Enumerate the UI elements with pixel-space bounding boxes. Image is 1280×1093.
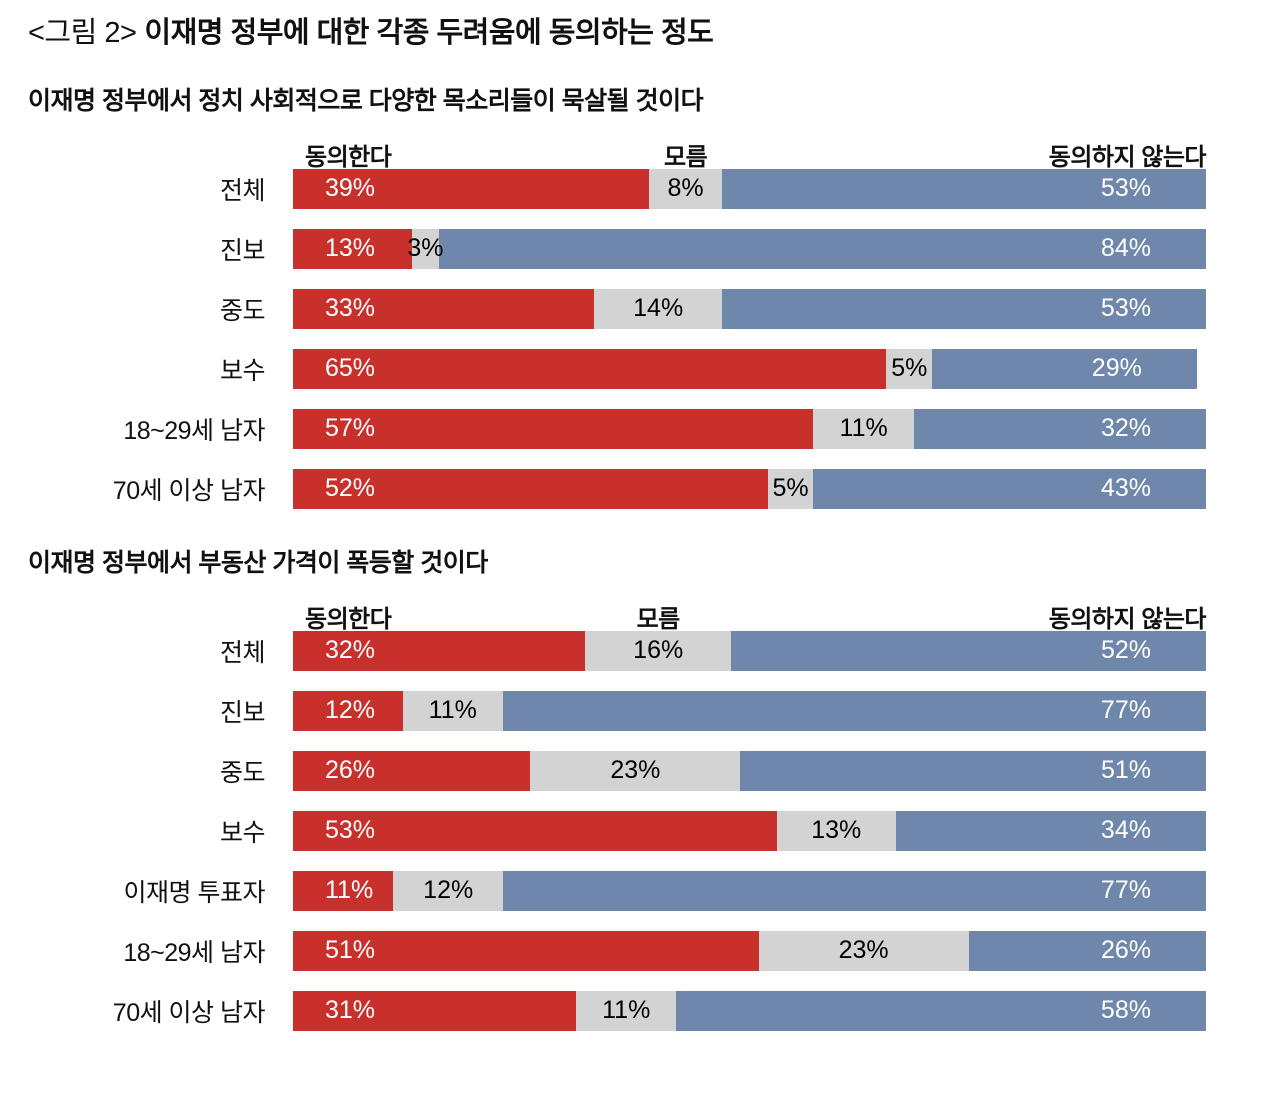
bar-row: 18~29세 남자 57% 11% 32% xyxy=(28,408,1206,449)
stacked-bar-chart: 동의한다 모름 동의하지 않는다 전체 32% 16% 52% 진보 12% 11% 77% 중도 26… xyxy=(28,599,1207,1031)
chart-section-2: 이재명 정부에서 부동산 가격이 폭등할 것이다 동의한다 모름 동의하지 않는다 전… xyxy=(28,543,1207,1031)
bar-segment-agree: 65% xyxy=(293,348,887,389)
bar-segment-unknown: 16% xyxy=(585,630,732,671)
bar-row: 진보 13% 3% 84% xyxy=(28,228,1206,269)
bar-segment-disagree: 32% xyxy=(913,408,1206,449)
bar-segment-unknown: 12% xyxy=(393,870,503,911)
chart-section-1: 이재명 정부에서 정치 사회적으로 다양한 목소리들이 묵살될 것이다 동의한다… xyxy=(28,81,1207,509)
bar-row: 보수 53% 13% 34% xyxy=(28,810,1206,851)
bar-segment-unknown: 5% xyxy=(767,468,814,509)
bar-segment-unknown: 23% xyxy=(758,930,969,971)
bar-track: 26% 23% 51% xyxy=(293,750,1206,791)
bar-track: 11% 12% 77% xyxy=(293,870,1206,911)
chart-subtitle: 이재명 정부에서 부동산 가격이 폭등할 것이다 xyxy=(28,548,488,577)
figure-title-text: 이재명 정부에 대한 각종 두려움에 동의하는 정도 xyxy=(144,17,714,49)
bar-track: 33% 14% 53% xyxy=(293,288,1206,329)
bar-row: 중도 33% 14% 53% xyxy=(28,288,1206,329)
bar-segment-agree: 52% xyxy=(293,468,768,509)
bar-track: 52% 5% 43% xyxy=(293,468,1206,509)
category-label: 18~29세 남자 xyxy=(123,938,265,967)
bar-track: 57% 11% 32% xyxy=(293,408,1206,449)
bar-segment-unknown: 8% xyxy=(649,168,723,209)
bar-segment-disagree: 84% xyxy=(439,228,1206,269)
bar-track: 53% 13% 34% xyxy=(293,810,1206,851)
bar-segment-disagree: 26% xyxy=(968,930,1206,971)
figure-title: <그림 2> 이재명 정부에 대한 각종 두려움에 동의하는 정도 xyxy=(28,16,1206,51)
figure-page: <그림 2> 이재명 정부에 대한 각종 두려움에 동의하는 정도 이재명 정부에… xyxy=(28,16,1207,1031)
bar-row: 보수 65% 5% 29% xyxy=(28,348,1206,389)
legend-disagree-label: 동의하지 않는다 xyxy=(1048,143,1207,171)
category-label: 70세 이상 남자 xyxy=(112,476,266,505)
bar-segment-unknown: 14% xyxy=(594,288,723,329)
bar-row: 70세 이상 남자 52% 5% 43% xyxy=(28,468,1206,509)
legend-agree-label: 동의한다 xyxy=(305,143,392,171)
category-label: 이재명 투표자 xyxy=(123,878,266,907)
bar-segment-unknown: 3% xyxy=(407,228,443,269)
bar-segment-agree: 39% xyxy=(293,168,650,209)
bar-segment-unknown: 11% xyxy=(576,990,677,1031)
bar-segment-agree: 53% xyxy=(293,810,777,851)
bar-track: 31% 11% 58% xyxy=(293,990,1206,1031)
bar-segment-disagree: 58% xyxy=(676,990,1206,1031)
chart-subtitle: 이재명 정부에서 정치 사회적으로 다양한 목소리들이 묵살될 것이다 xyxy=(28,86,704,115)
category-label: 18~29세 남자 xyxy=(123,416,265,445)
bar-segment-disagree: 43% xyxy=(813,468,1206,509)
bar-segment-agree: 12% xyxy=(293,690,403,731)
bar-segment-agree: 31% xyxy=(293,990,577,1031)
bar-track: 65% 5% 29% xyxy=(293,348,1206,389)
bar-segment-agree: 51% xyxy=(293,930,759,971)
bar-row: 진보 12% 11% 77% xyxy=(28,690,1206,731)
bar-segment-agree: 57% xyxy=(293,408,814,449)
bar-segment-agree: 13% xyxy=(293,228,412,269)
bar-segment-unknown: 11% xyxy=(402,690,503,731)
category-label: 전체 xyxy=(219,176,266,205)
stacked-bar-chart: 동의한다 모름 동의하지 않는다 전체 39% 8% 53% 진보 13% 3% 84% 중도 33% 1… xyxy=(28,137,1207,509)
bar-segment-disagree: 77% xyxy=(502,690,1206,731)
figure-number: <그림 2> xyxy=(28,17,137,49)
bar-segment-disagree: 51% xyxy=(740,750,1206,791)
bar-row: 전체 39% 8% 53% xyxy=(28,168,1206,209)
bar-track: 12% 11% 77% xyxy=(293,690,1206,731)
bar-track: 39% 8% 53% xyxy=(293,168,1206,209)
category-label: 진보 xyxy=(219,698,266,727)
bar-row: 70세 이상 남자 31% 11% 58% xyxy=(28,990,1206,1031)
bar-segment-agree: 33% xyxy=(293,288,595,329)
legend-row: 동의한다 모름 동의하지 않는다 xyxy=(293,599,1207,633)
bar-segment-unknown: 5% xyxy=(886,348,933,389)
bar-row: 전체 32% 16% 52% xyxy=(28,630,1206,671)
bar-row: 중도 26% 23% 51% xyxy=(28,750,1206,791)
bar-segment-disagree: 53% xyxy=(722,288,1206,329)
bar-row: 18~29세 남자 51% 23% 26% xyxy=(28,930,1206,971)
category-label: 중도 xyxy=(219,296,266,325)
bar-segment-unknown: 23% xyxy=(530,750,741,791)
bar-segment-unknown: 13% xyxy=(776,810,896,851)
bar-row: 이재명 투표자 11% 12% 77% xyxy=(28,870,1206,911)
category-label: 70세 이상 남자 xyxy=(112,998,266,1027)
category-label: 진보 xyxy=(219,236,266,265)
legend-disagree-label: 동의하지 않는다 xyxy=(1048,605,1207,633)
bar-segment-disagree: 53% xyxy=(722,168,1206,209)
bar-segment-agree: 11% xyxy=(293,870,394,911)
category-label: 중도 xyxy=(219,758,266,787)
bar-segment-disagree: 29% xyxy=(932,348,1197,389)
bar-segment-disagree: 77% xyxy=(502,870,1206,911)
bar-track: 32% 16% 52% xyxy=(293,630,1206,671)
bar-segment-disagree: 34% xyxy=(895,810,1206,851)
category-label: 전체 xyxy=(219,638,266,667)
bar-segment-agree: 32% xyxy=(293,630,586,671)
legend-unknown-label: 모름 xyxy=(663,143,708,171)
bar-segment-agree: 26% xyxy=(293,750,531,791)
bar-track: 13% 3% 84% xyxy=(293,228,1206,269)
legend-unknown-label: 모름 xyxy=(636,605,681,633)
category-label: 보수 xyxy=(219,818,266,847)
legend-agree-label: 동의한다 xyxy=(305,605,392,633)
bar-segment-disagree: 52% xyxy=(731,630,1206,671)
category-label: 보수 xyxy=(219,356,266,385)
bar-segment-unknown: 11% xyxy=(813,408,914,449)
bar-track: 51% 23% 26% xyxy=(293,930,1206,971)
legend-row: 동의한다 모름 동의하지 않는다 xyxy=(293,137,1207,171)
